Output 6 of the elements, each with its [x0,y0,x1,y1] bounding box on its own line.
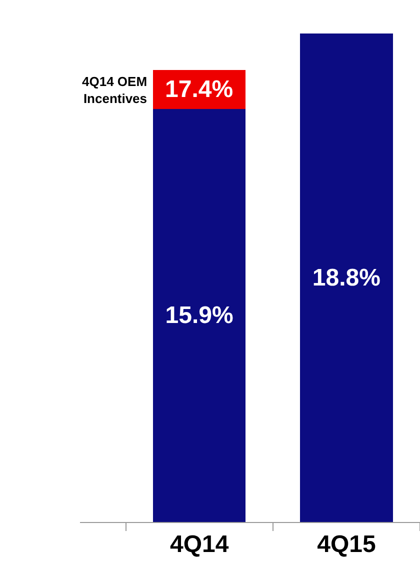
series-label: 4Q14 OEM Incentives [82,74,148,106]
x-tick-label: 4Q14 [170,530,230,558]
data-label: 18.8% [312,264,380,292]
data-label: 15.9% [165,302,234,330]
x-tick-label: 4Q15 [317,530,376,558]
total-label: 17.4% [165,76,234,103]
